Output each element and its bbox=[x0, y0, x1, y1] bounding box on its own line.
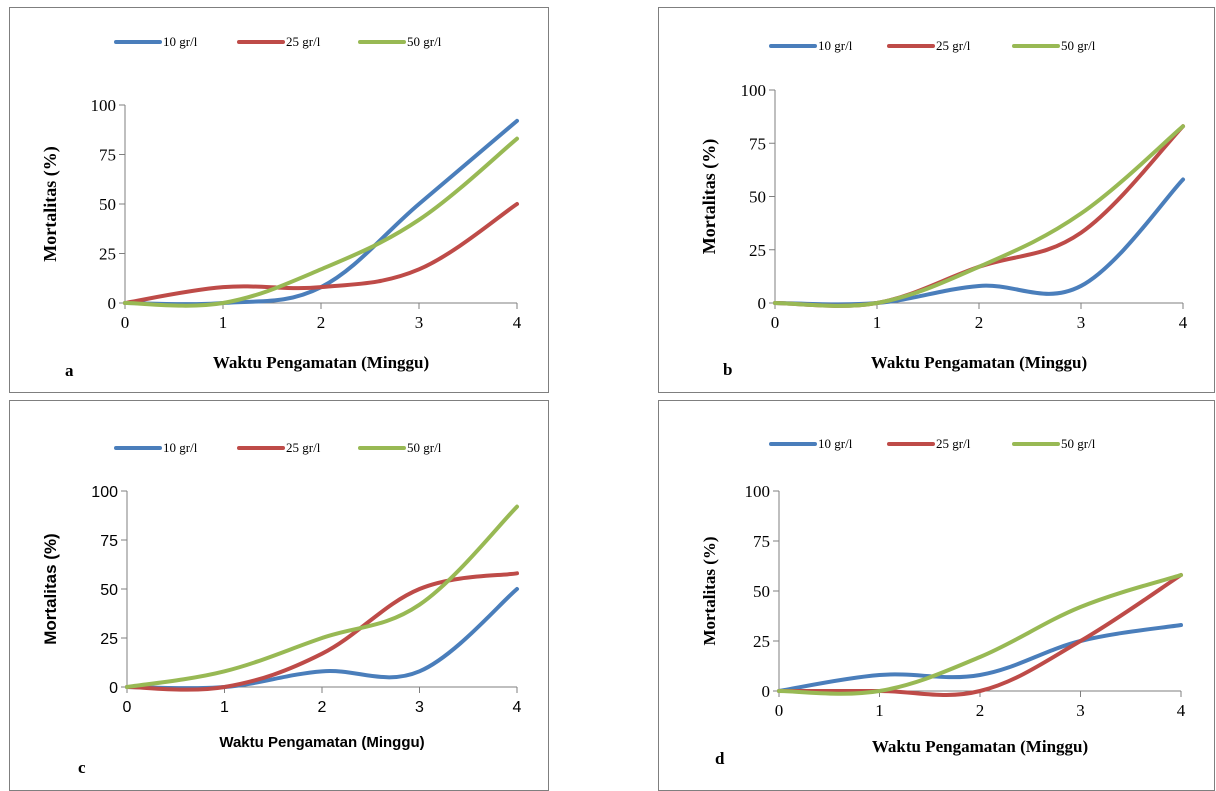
chart-svg-d: 10 gr/l 25 gr/l 50 gr/l 0 25 50 75 100 0 1 2 3 4 Wakt… bbox=[700, 436, 1186, 768]
legend-label-1: 25 gr/l bbox=[936, 436, 971, 451]
chart-svg-c: 10 gr/l 25 gr/l 50 gr/l 0 25 50 75 100 0 1 2 3 4 Wakt… bbox=[41, 440, 522, 777]
series-line-1 bbox=[773, 124, 1185, 308]
series-line-0 bbox=[123, 118, 519, 307]
x-tick-label-1: 1 bbox=[220, 699, 229, 716]
y-tick-label-1: 25 bbox=[753, 632, 770, 651]
x-tick-label-0: 0 bbox=[771, 313, 780, 332]
legend-label-1: 25 gr/l bbox=[936, 38, 971, 53]
chart-panel-a: 10 gr/l 25 gr/l 50 gr/l 0 25 50 75 100 0 1 2 3 4 Wakt… bbox=[9, 7, 549, 393]
legend-label-2: 50 gr/l bbox=[407, 34, 442, 49]
panel-label: d bbox=[715, 749, 725, 768]
y-axis-label: Mortalitas (%) bbox=[699, 139, 720, 254]
y-tick-label-3: 75 bbox=[99, 146, 116, 165]
y-tick-label-1: 25 bbox=[99, 245, 116, 264]
x-tick-label-3: 3 bbox=[415, 699, 424, 716]
series-line-2 bbox=[773, 124, 1185, 308]
x-axis-label: Waktu Pengamatan (Minggu) bbox=[872, 737, 1088, 756]
legend-label-1: 25 gr/l bbox=[286, 34, 321, 49]
y-tick-label-4: 100 bbox=[745, 482, 771, 501]
chart-svg-b: 10 gr/l 25 gr/l 50 gr/l 0 25 50 75 100 0 1 2 3 4 Wakt… bbox=[699, 38, 1188, 379]
x-tick-label-3: 3 bbox=[1076, 701, 1085, 720]
series-line-2 bbox=[125, 504, 519, 689]
y-tick-label-0: 0 bbox=[108, 294, 117, 313]
chart-svg-a: 10 gr/l 25 gr/l 50 gr/l 0 25 50 75 100 0 1 2 3 4 Wakt… bbox=[40, 34, 522, 380]
x-tick-label-2: 2 bbox=[318, 699, 327, 716]
chart-panel-d: 10 gr/l 25 gr/l 50 gr/l 0 25 50 75 100 0 1 2 3 4 Wakt… bbox=[658, 400, 1215, 791]
y-tick-label-0: 0 bbox=[109, 680, 118, 697]
panel-label: c bbox=[78, 758, 86, 777]
x-tick-label-1: 1 bbox=[873, 313, 882, 332]
y-axis-label: Mortalitas (%) bbox=[40, 146, 61, 261]
legend-label-0: 10 gr/l bbox=[163, 440, 198, 455]
y-tick-label-3: 75 bbox=[753, 532, 770, 551]
series-line-2 bbox=[123, 136, 519, 308]
x-tick-label-4: 4 bbox=[513, 313, 522, 332]
y-axis-label: Mortalitas (%) bbox=[41, 533, 60, 644]
y-tick-label-4: 100 bbox=[91, 484, 118, 501]
series-line-1 bbox=[777, 573, 1183, 697]
y-tick-label-1: 25 bbox=[749, 241, 766, 260]
x-axis-label: Waktu Pengamatan (Minggu) bbox=[219, 734, 424, 751]
series-line-2 bbox=[777, 573, 1183, 696]
legend-label-0: 10 gr/l bbox=[163, 34, 198, 49]
series-line-0 bbox=[777, 623, 1183, 693]
y-tick-label-2: 50 bbox=[749, 188, 766, 207]
x-tick-label-0: 0 bbox=[121, 313, 130, 332]
y-tick-label-0: 0 bbox=[758, 294, 767, 313]
chart-panel-b: 10 gr/l 25 gr/l 50 gr/l 0 25 50 75 100 0 1 2 3 4 Wakt… bbox=[658, 7, 1215, 393]
y-tick-label-3: 75 bbox=[749, 134, 766, 153]
legend-label-2: 50 gr/l bbox=[1061, 38, 1096, 53]
legend-label-2: 50 gr/l bbox=[407, 440, 442, 455]
x-tick-label-3: 3 bbox=[1077, 313, 1086, 332]
x-tick-label-0: 0 bbox=[123, 699, 132, 716]
x-axis-label: Waktu Pengamatan (Minggu) bbox=[871, 353, 1087, 372]
legend-label-0: 10 gr/l bbox=[818, 38, 853, 53]
x-tick-label-2: 2 bbox=[975, 313, 984, 332]
x-tick-label-2: 2 bbox=[317, 313, 326, 332]
x-tick-label-4: 4 bbox=[1179, 313, 1188, 332]
x-axis-label: Waktu Pengamatan (Minggu) bbox=[213, 353, 429, 372]
series-line-1 bbox=[125, 571, 519, 692]
x-tick-label-4: 4 bbox=[1177, 701, 1186, 720]
chart-panel-c: 10 gr/l 25 gr/l 50 gr/l 0 25 50 75 100 0 1 2 3 4 Wakt… bbox=[9, 400, 549, 791]
y-tick-label-3: 75 bbox=[100, 533, 118, 550]
y-tick-label-4: 100 bbox=[91, 96, 117, 115]
y-tick-label-0: 0 bbox=[762, 682, 771, 701]
legend-label-0: 10 gr/l bbox=[818, 436, 853, 451]
panel-label: b bbox=[723, 360, 732, 379]
y-tick-label-2: 50 bbox=[99, 195, 116, 214]
series-line-1 bbox=[123, 202, 519, 305]
y-tick-label-1: 25 bbox=[100, 631, 118, 648]
legend-label-2: 50 gr/l bbox=[1061, 436, 1096, 451]
x-tick-label-1: 1 bbox=[875, 701, 884, 720]
x-tick-label-3: 3 bbox=[415, 313, 424, 332]
y-axis-label: Mortalitas (%) bbox=[700, 536, 719, 645]
x-tick-label-1: 1 bbox=[219, 313, 228, 332]
y-tick-label-2: 50 bbox=[753, 582, 770, 601]
legend-label-1: 25 gr/l bbox=[286, 440, 321, 455]
x-tick-label-0: 0 bbox=[775, 701, 784, 720]
y-tick-label-4: 100 bbox=[741, 81, 767, 100]
x-tick-label-4: 4 bbox=[513, 699, 522, 716]
panel-label: a bbox=[65, 361, 74, 380]
y-tick-label-2: 50 bbox=[100, 582, 118, 599]
x-tick-label-2: 2 bbox=[976, 701, 985, 720]
